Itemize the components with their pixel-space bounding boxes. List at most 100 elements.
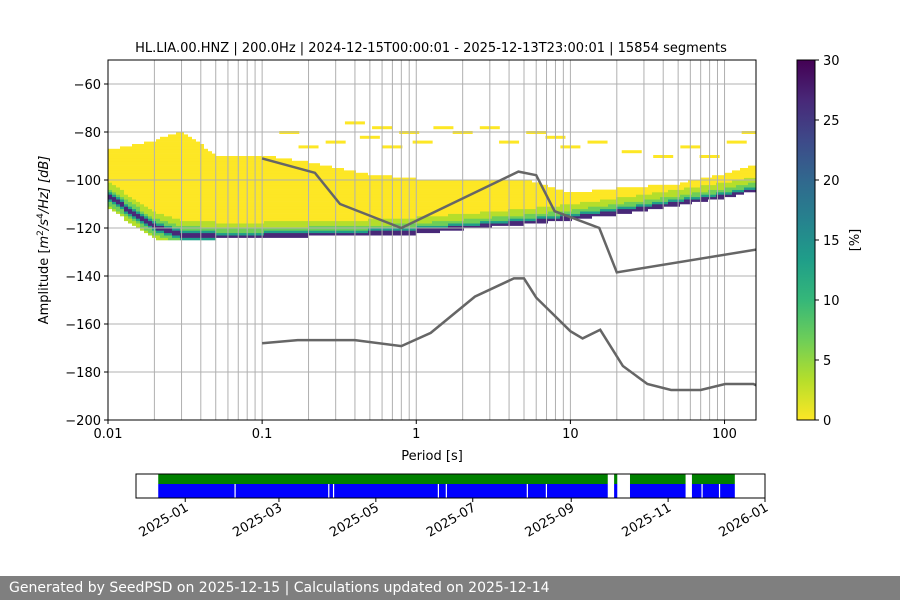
heatmap-cell xyxy=(500,189,504,193)
heatmap-cell xyxy=(296,235,300,238)
heatmap-cell xyxy=(516,211,520,214)
heatmap-cell xyxy=(728,180,732,183)
heatmap-cell xyxy=(228,175,232,178)
heatmap-cell xyxy=(160,189,164,193)
heatmap-cell xyxy=(184,153,188,157)
heatmap-cell xyxy=(228,196,232,200)
heatmap-cell xyxy=(484,208,488,212)
y-tick-label: −60 xyxy=(74,78,101,93)
heatmap-cell xyxy=(344,216,348,219)
heatmap-cell xyxy=(128,196,132,200)
heatmap-cell xyxy=(360,218,364,222)
heatmap-cell xyxy=(548,194,552,198)
heatmap-cell xyxy=(212,165,216,169)
heatmap-cell xyxy=(620,211,624,214)
heatmap-cell xyxy=(200,184,204,188)
heatmap-cell xyxy=(252,192,256,195)
heatmap-cell xyxy=(348,170,352,174)
heatmap-cell xyxy=(196,153,200,157)
heatmap-cell xyxy=(136,189,140,193)
heatmap-cell xyxy=(408,216,412,219)
heatmap-cell xyxy=(700,199,704,202)
heatmap-cell xyxy=(372,184,376,188)
heatmap-cell xyxy=(460,211,464,214)
heatmap-cell xyxy=(200,194,204,198)
heatmap-cell xyxy=(112,208,116,212)
heatmap-cell xyxy=(128,165,132,169)
heatmap-cell xyxy=(520,184,524,188)
heatmap-cell xyxy=(188,213,192,217)
heatmap-cell xyxy=(280,199,284,202)
heatmap-cell xyxy=(412,206,416,210)
heatmap-cell xyxy=(312,172,316,176)
heatmap-cell xyxy=(392,199,396,202)
heatmap-cell xyxy=(512,196,516,200)
heatmap-cell xyxy=(496,182,500,186)
heatmap-cell xyxy=(248,192,252,195)
heatmap-cell xyxy=(272,201,276,205)
heatmap-cell xyxy=(388,232,392,236)
heatmap-cell xyxy=(388,220,392,224)
heatmap-cell xyxy=(128,189,132,193)
heatmap-cell xyxy=(564,216,568,219)
heatmap-sparse-cell xyxy=(587,140,608,144)
heatmap-cell xyxy=(200,237,204,241)
heatmap-cell xyxy=(684,189,688,193)
heatmap-cell xyxy=(244,225,248,229)
heatmap-cell xyxy=(500,187,504,190)
heatmap-cell xyxy=(164,136,168,140)
heatmap-cell xyxy=(456,228,460,231)
heatmap-cell xyxy=(164,208,168,212)
heatmap-cell xyxy=(296,220,300,224)
heatmap-cell xyxy=(544,201,548,205)
heatmap-cell xyxy=(364,216,368,219)
heatmap-cell xyxy=(112,153,116,157)
heatmap-cell xyxy=(192,180,196,183)
heatmap-cell xyxy=(328,218,332,222)
heatmap-cell xyxy=(300,213,304,217)
heatmap-cell xyxy=(188,225,192,229)
heatmap-cell xyxy=(616,199,620,202)
heatmap-cell xyxy=(472,189,476,193)
heatmap-cell xyxy=(320,201,324,205)
heatmap-cell xyxy=(216,168,220,171)
heatmap-cell xyxy=(304,182,308,186)
heatmap-cell xyxy=(404,208,408,212)
heatmap-cell xyxy=(304,225,308,229)
heatmap-cell xyxy=(208,153,212,157)
heatmap-cell xyxy=(184,230,188,234)
heatmap-cell xyxy=(248,225,252,229)
heatmap-cell xyxy=(320,175,324,178)
heatmap-cell xyxy=(136,216,140,219)
heatmap-cell xyxy=(384,194,388,198)
heatmap-cell xyxy=(416,216,420,219)
heatmap-cell xyxy=(288,206,292,210)
heatmap-cell xyxy=(284,230,288,234)
heatmap-cell xyxy=(456,216,460,219)
heatmap-cell xyxy=(292,225,296,229)
heatmap-cell xyxy=(312,220,316,224)
heatmap-cell xyxy=(584,204,588,207)
heatmap-cell xyxy=(456,220,460,224)
heatmap-cell xyxy=(484,182,488,186)
heatmap-cell xyxy=(564,201,568,205)
heatmap-cell xyxy=(172,163,176,166)
heatmap-cell xyxy=(192,211,196,214)
heatmap-cell xyxy=(432,218,436,222)
heatmap-cell xyxy=(616,211,620,214)
heatmap-cell xyxy=(184,168,188,171)
heatmap-cell xyxy=(424,194,428,198)
heatmap-cell xyxy=(452,194,456,198)
heatmap-cell xyxy=(240,230,244,234)
heatmap-cell xyxy=(144,184,148,188)
heatmap-cell xyxy=(500,211,504,214)
heatmap-cell xyxy=(188,177,192,181)
heatmap-cell xyxy=(480,192,484,195)
heatmap-cell xyxy=(192,151,196,154)
heatmap-cell xyxy=(212,194,216,198)
heatmap-cell xyxy=(284,180,288,183)
heatmap-cell xyxy=(696,180,700,183)
heatmap-cell xyxy=(616,208,620,212)
heatmap-cell xyxy=(404,196,408,200)
heatmap-cell xyxy=(224,235,228,238)
